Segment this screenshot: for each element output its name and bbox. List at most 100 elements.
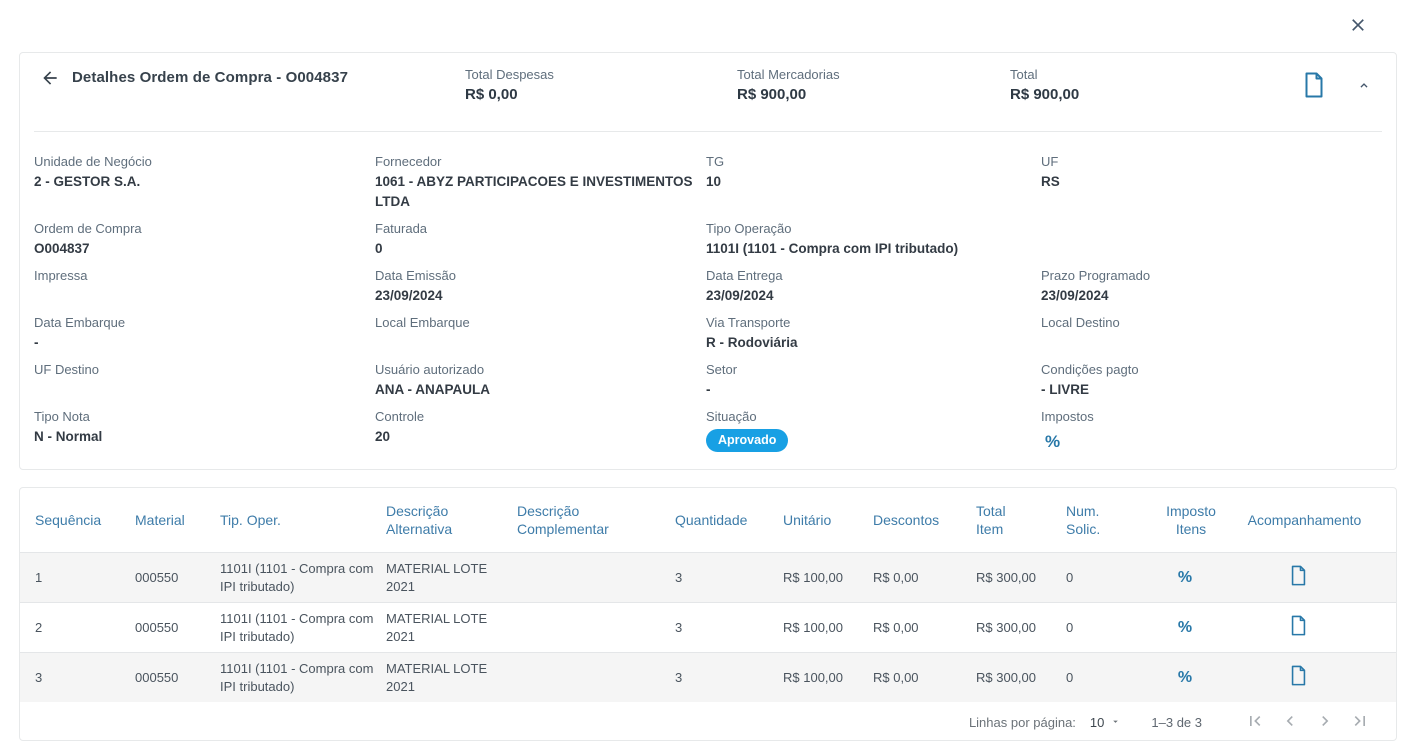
detail-field: Data Entrega 23/09/2024 [706, 267, 1041, 306]
cell-tip-oper: 1101I (1101 - Compra com IPI tributado) [220, 660, 374, 694]
detail-field-label: Data Emissão [375, 268, 456, 283]
totals: Total Despesas R$ 0,00 Total Mercadorias… [20, 53, 1396, 131]
page-title: Detalhes Ordem de Compra - O004837 [72, 69, 349, 86]
detail-field-label: Impostos [1041, 409, 1094, 424]
detail-field: Controle 20 [375, 408, 706, 452]
detail-field: UF RS [1041, 153, 1378, 212]
detail-field-label: Controle [375, 409, 425, 424]
table-row: 1 000550 1101I (1101 - Compra com IPI tr… [20, 552, 1396, 602]
next-page-button[interactable] [1313, 710, 1337, 734]
taxes-percent-icon[interactable]: % [1045, 432, 1061, 451]
detail-field-label: Data Embarque [34, 315, 126, 330]
cell-num-solic: 0 [1066, 619, 1074, 635]
detail-field-value: - [34, 335, 39, 350]
detail-field: Faturada 0 [375, 220, 706, 259]
row-taxes-percent-icon[interactable]: % [1177, 618, 1193, 636]
detail-field-value: N - Normal [34, 429, 103, 444]
cell-material: 000550 [135, 619, 179, 635]
detail-field-value [34, 286, 365, 306]
column-header: Descrição Complementar [517, 503, 609, 537]
detail-field-value: 23/09/2024 [1041, 288, 1109, 303]
detail-field-value [1041, 333, 1368, 353]
detail-field: Fornecedor 1061 - ABYZ PARTICIPACOES E I… [375, 153, 706, 212]
detail-field-value: 2 - GESTOR S.A. [34, 174, 141, 189]
detail-field: Data Emissão 23/09/2024 [375, 267, 706, 306]
prev-page-button[interactable] [1278, 710, 1302, 734]
row-taxes-percent-icon[interactable]: % [1177, 568, 1193, 586]
cell-num-solic: 0 [1066, 669, 1074, 685]
detail-field-label: Fornecedor [375, 154, 442, 169]
cell-total-item: R$ 300,00 [976, 619, 1036, 635]
detail-field-value: 23/09/2024 [706, 288, 774, 303]
total-label: Total Despesas [465, 67, 554, 82]
cell-descontos: R$ 0,00 [873, 669, 919, 685]
detail-field-label: Via Transporte [706, 315, 791, 330]
status-badge: Aprovado [706, 429, 789, 452]
row-taxes-percent-icon[interactable]: % [1177, 668, 1193, 686]
cell-descontos: R$ 0,00 [873, 619, 919, 635]
order-fields: Unidade de Negócio 2 - GESTOR S.A. Forne… [20, 132, 1396, 468]
detail-field-value: - LIVRE [1041, 382, 1090, 397]
cell-descricao-alternativa: MATERIAL LOTE 2021 [386, 660, 488, 694]
column-header: Descontos [873, 512, 940, 528]
cell-quantidade: 3 [675, 569, 683, 585]
column-header: Quantidade [675, 512, 748, 528]
chevron-left-icon [1280, 711, 1300, 734]
back-button[interactable] [40, 68, 60, 88]
cell-tip-oper: 1101I (1101 - Compra com IPI tributado) [220, 610, 374, 644]
total-block: Total Despesas R$ 0,00 [465, 67, 554, 103]
close-button[interactable] [1346, 15, 1370, 39]
column-header: Imposto Itens [1166, 503, 1216, 537]
cell-sequencia: 3 [35, 669, 43, 685]
detail-field-value: 20 [375, 429, 391, 444]
detail-field: Impostos % [1041, 408, 1378, 452]
detail-field: Impressa [34, 267, 375, 306]
detail-field-label: Impressa [34, 268, 88, 283]
column-header: Tip. Oper. [220, 512, 281, 528]
detail-field-value [375, 333, 696, 353]
last-page-button[interactable] [1348, 710, 1372, 734]
row-document-icon[interactable] [1289, 564, 1308, 592]
detail-field-label: UF Destino [34, 362, 100, 377]
column-header: Num. Solic. [1066, 503, 1101, 537]
column-header: Unitário [783, 512, 832, 528]
column-header: Acompanhamento [1247, 512, 1362, 528]
detail-field-label: Setor [706, 362, 738, 377]
collapse-button[interactable] [1356, 77, 1378, 99]
detail-field-value: R - Rodoviária [706, 335, 798, 350]
cell-num-solic: 0 [1066, 569, 1074, 585]
detail-field: Via Transporte R - Rodoviária [706, 314, 1041, 353]
rows-per-page-select[interactable]: 10 [1090, 715, 1121, 730]
detail-field-label: Situação [706, 409, 757, 424]
caret-down-icon [1110, 715, 1121, 730]
first-page-button[interactable] [1243, 710, 1267, 734]
cell-quantidade: 3 [675, 669, 683, 685]
total-block: Total R$ 900,00 [1010, 67, 1079, 103]
cell-total-item: R$ 300,00 [976, 669, 1036, 685]
detail-field-label: Unidade de Negócio [34, 154, 152, 169]
detail-field: UF Destino [34, 361, 375, 400]
detail-field-label: Prazo Programado [1041, 268, 1151, 283]
detail-field-value: O004837 [34, 241, 90, 256]
table-row: 3 000550 1101I (1101 - Compra com IPI tr… [20, 652, 1396, 702]
detail-field: Situação Aprovado [706, 408, 1041, 452]
cell-sequencia: 2 [35, 619, 43, 635]
row-document-icon[interactable] [1289, 664, 1308, 692]
row-document-icon[interactable] [1289, 614, 1308, 642]
detail-field: Ordem de Compra O004837 [34, 220, 375, 259]
page-range-label: 1–3 de 3 [1151, 714, 1202, 730]
detail-field-value: 10 [706, 174, 722, 189]
table-row: 2 000550 1101I (1101 - Compra com IPI tr… [20, 602, 1396, 652]
total-value: R$ 900,00 [1010, 86, 1080, 103]
cell-sequencia: 1 [35, 569, 43, 585]
detail-field-value: 1101I (1101 - Compra com IPI tributado) [706, 241, 959, 256]
detail-field-label: Usuário autorizado [375, 362, 485, 377]
document-button[interactable] [1302, 71, 1328, 99]
cell-unitario: R$ 100,00 [783, 569, 843, 585]
order-details-card: Detalhes Ordem de Compra - O004837 Total… [19, 52, 1397, 470]
detail-field: Unidade de Negócio 2 - GESTOR S.A. [34, 153, 375, 212]
detail-field-label: Local Embarque [375, 315, 470, 330]
items-table-header: Sequência Material Tip. Oper. Descrição … [20, 488, 1396, 552]
detail-field: Local Destino [1041, 314, 1378, 353]
cell-descontos: R$ 0,00 [873, 569, 919, 585]
